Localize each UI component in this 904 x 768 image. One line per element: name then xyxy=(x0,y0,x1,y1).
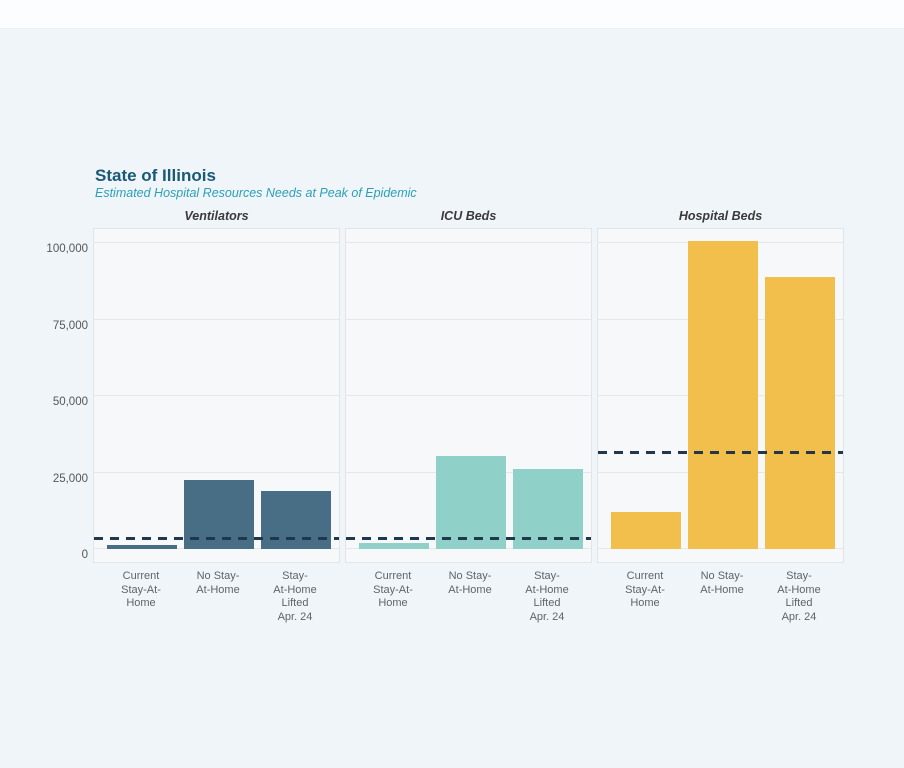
category-label: Current Stay-At- Home xyxy=(121,570,161,609)
gridline xyxy=(346,242,591,243)
plot-area xyxy=(93,228,340,563)
chart-panel-icu-beds: ICU Beds Current Stay-At- Home No Stay- At-H… xyxy=(345,208,592,624)
category-label: Stay- At-Home Lifted Apr. 24 xyxy=(777,570,821,623)
bar-icu-beds-1[interactable] xyxy=(436,455,506,549)
y-tick-label: 25,000 xyxy=(52,472,88,485)
category-label: No Stay- At-Home xyxy=(448,570,492,596)
category-label: Current Stay-At- Home xyxy=(373,570,413,609)
top-strip xyxy=(0,0,904,29)
y-axis: 0 25,000 50,000 75,000 100,000 xyxy=(30,208,93,624)
bar-icu-beds-0[interactable] xyxy=(359,542,429,549)
bar-hospital-beds-1[interactable] xyxy=(688,241,758,549)
plot-area xyxy=(345,228,592,563)
chart-panel-ventilators: Ventilators Current Stay-At- Home No Stay- A… xyxy=(93,208,340,624)
panel-title: Hospital Beds xyxy=(678,209,763,223)
capacity-dashed-line xyxy=(598,451,843,455)
capacity-dashed-line xyxy=(94,536,339,540)
gridline xyxy=(94,395,339,396)
gridline xyxy=(94,471,339,473)
category-label: No Stay- At-Home xyxy=(196,570,240,596)
bar-icu-beds-2[interactable] xyxy=(513,469,583,549)
x-axis-labels: Current Stay-At- Home No Stay- At-Home Stay- A… xyxy=(93,570,340,624)
gridline xyxy=(346,318,591,320)
panel-title: Ventilators xyxy=(184,209,249,223)
bar-hospital-beds-2[interactable] xyxy=(765,276,835,549)
panels-row: Ventilators Current Stay-At- Home No Stay- A… xyxy=(93,208,844,624)
chart-panel-hospital-beds: Hospital Beds Current Stay-At- Home No Stay… xyxy=(597,208,844,624)
chart-subtitle: Estimated Hospital Resources Needs at Pe… xyxy=(95,186,417,200)
hospital-resources-chart: State of Illinois Estimated Hospital Res… xyxy=(30,166,845,624)
x-axis-labels: Current Stay-At- Home No Stay- At-Home Stay- A… xyxy=(345,570,592,624)
gridline xyxy=(346,395,591,396)
category-label: Stay- At-Home Lifted Apr. 24 xyxy=(525,570,569,623)
bar-hospital-beds-0[interactable] xyxy=(611,512,681,549)
gridline xyxy=(94,242,339,243)
panel-title: ICU Beds xyxy=(440,209,497,223)
category-label: Stay- At-Home Lifted Apr. 24 xyxy=(273,570,317,623)
gridline xyxy=(94,318,339,320)
category-label: No Stay- At-Home xyxy=(700,570,744,596)
y-tick-label: 0 xyxy=(81,549,88,561)
y-tick-label: 50,000 xyxy=(52,396,88,408)
y-tick-label: 75,000 xyxy=(52,319,88,332)
chart-title: State of Illinois xyxy=(95,166,216,185)
bar-ventilators-2[interactable] xyxy=(261,490,331,549)
chart-body: 0 25,000 50,000 75,000 100,000 Ventilators C… xyxy=(30,208,845,624)
category-label: Current Stay-At- Home xyxy=(625,570,665,609)
plot-area xyxy=(597,228,844,563)
capacity-dashed-line xyxy=(346,536,591,540)
y-tick-label: 100,000 xyxy=(46,243,88,255)
bar-ventilators-0[interactable] xyxy=(107,545,177,549)
x-axis-labels: Current Stay-At- Home No Stay- At-Home Stay- A… xyxy=(597,570,844,624)
